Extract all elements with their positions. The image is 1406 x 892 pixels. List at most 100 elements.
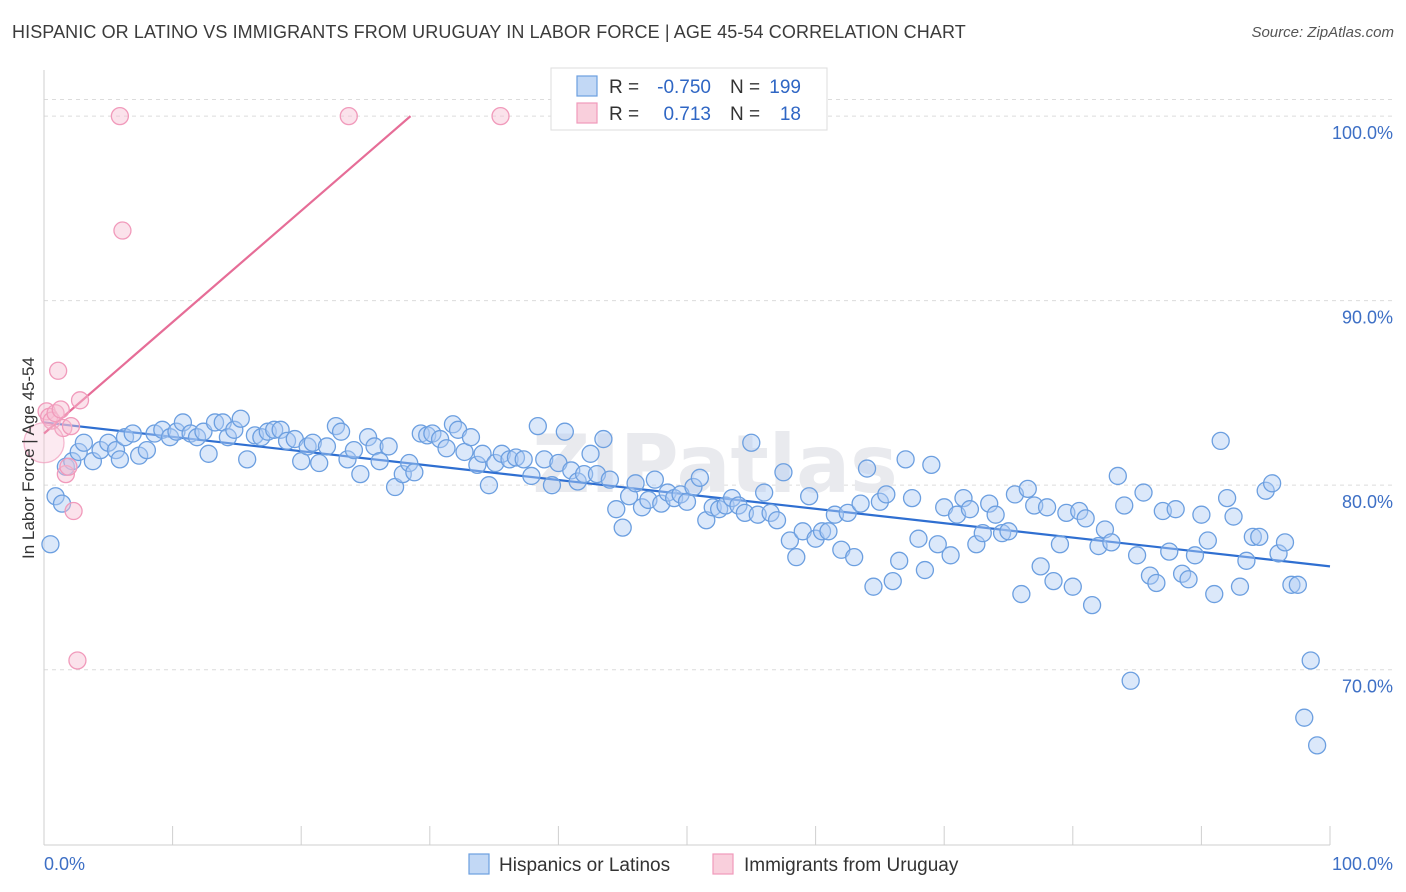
hispanic-point-169 (1140, 566, 1160, 585)
hispanic-point-30 (238, 450, 257, 469)
bottom-legend-swatch-blue (468, 853, 490, 875)
hispanic-point-73 (522, 466, 541, 486)
bottom-legend: Hispanics or Latinos Immigrants from Uru… (468, 853, 959, 876)
hispanic-point-188 (1262, 474, 1282, 493)
hispanic-point-6 (74, 433, 94, 452)
hispanic-point-119 (819, 522, 838, 541)
hispanic-point-147 (999, 522, 1018, 541)
legend-r-value-blue: -0.750 (657, 77, 711, 98)
hispanic-point-180 (1211, 431, 1230, 451)
hispanic-point-84 (594, 429, 613, 449)
y-tick-label-3: 100.0% (1332, 123, 1393, 143)
legend-n-label-pink: N = (730, 104, 760, 125)
hispanic-point-65 (468, 455, 487, 475)
uruguay-point-7 (56, 464, 76, 484)
hispanic-point-19 (167, 422, 186, 441)
hispanic-point-74 (528, 416, 547, 436)
legend-n-label-blue: N = (730, 77, 760, 98)
hispanic-point-149 (1012, 584, 1031, 604)
uruguay-point-8 (59, 457, 78, 476)
x-tick-label-0: 0.0% (44, 854, 85, 874)
x-tick-labels: 0.0% 100.0% (44, 854, 1393, 874)
hispanic-point-172 (1160, 542, 1179, 561)
hispanic-point-103 (716, 496, 735, 515)
axes (43, 70, 1331, 846)
hispanic-point-146 (992, 524, 1012, 543)
hispanic-point-55 (405, 463, 424, 482)
trend-line-uruguay (43, 115, 412, 435)
hispanic-point-175 (1179, 570, 1198, 589)
hispanic-point-183 (1230, 577, 1250, 596)
hispanic-point-11 (110, 450, 130, 469)
legend-r-label-blue: R = (609, 77, 639, 98)
hispanic-point-35 (271, 420, 290, 439)
hispanic-point-124 (851, 494, 870, 513)
hispanic-point-41 (310, 453, 329, 473)
hispanic-point-29 (231, 409, 250, 428)
hispanic-point-75 (535, 450, 554, 469)
hispanic-point-187 (1256, 481, 1275, 500)
hispanic-point-134 (915, 560, 935, 580)
hispanic-point-116 (800, 487, 819, 506)
hispanic-point-48 (358, 428, 378, 447)
hispanic-point-113 (780, 531, 800, 550)
hispanic-point-28 (225, 420, 244, 439)
uruguay-point-13 (110, 106, 130, 126)
uruguay-point-10 (64, 501, 83, 521)
hispanic-point-110 (761, 503, 780, 523)
hispanic-point-114 (787, 547, 806, 567)
hispanic-point-43 (326, 416, 346, 436)
hispanic-point-195 (1307, 736, 1327, 755)
hispanic-point-133 (909, 529, 928, 548)
hispanic-point-193 (1295, 708, 1314, 727)
legend-r-label-pink: R = (609, 104, 639, 125)
hispanic-point-53 (393, 464, 412, 484)
hispanic-point-176 (1185, 546, 1205, 565)
hispanic-point-154 (1044, 571, 1063, 591)
hispanic-point-111 (767, 511, 787, 530)
hispanic-point-132 (902, 488, 922, 508)
hispanic-point-164 (1108, 466, 1127, 486)
legend-n-value-pink: 18 (780, 104, 801, 125)
hispanic-point-145 (986, 505, 1005, 524)
hispanic-point-98 (684, 477, 703, 497)
hispanic-point-179 (1205, 584, 1224, 604)
legend-swatch-pink (576, 102, 598, 124)
hispanic-point-185 (1243, 527, 1262, 546)
hispanic-point-1 (46, 487, 65, 506)
hispanic-point-123 (845, 547, 864, 567)
hispanic-point-153 (1037, 498, 1057, 517)
hispanic-point-42 (317, 437, 337, 456)
legend-swatch-blue (576, 75, 598, 97)
hispanic-point-186 (1250, 527, 1269, 546)
uruguay-point-14 (113, 221, 132, 240)
hispanic-point-177 (1192, 505, 1211, 524)
uruguay-point-9 (61, 416, 81, 436)
hispanic-point-86 (607, 500, 626, 519)
hispanic-point-0 (41, 535, 60, 554)
hispanic-point-167 (1127, 546, 1147, 565)
hispanic-point-173 (1166, 500, 1185, 519)
hispanic-point-150 (1018, 479, 1037, 499)
hispanic-point-170 (1147, 573, 1166, 593)
source-label: Source: ZipAtlas.com (1251, 24, 1394, 41)
trend-line-hispanics (43, 421, 1331, 568)
hispanic-point-15 (137, 440, 157, 460)
hispanic-point-5 (69, 442, 88, 462)
uruguay-point-17 (23, 422, 65, 464)
hispanic-point-78 (555, 422, 574, 441)
hispanic-point-109 (755, 483, 774, 502)
hispanic-point-17 (153, 420, 172, 439)
hispanic-point-155 (1050, 535, 1070, 554)
hispanic-point-105 (729, 496, 748, 515)
hispanic-point-191 (1282, 575, 1301, 594)
y-axis-label: In Labor Force | Age 45-54 (19, 357, 38, 559)
uruguay-point-11 (68, 651, 87, 670)
hispanic-point-125 (857, 459, 877, 478)
hispanic-point-136 (928, 535, 947, 554)
hispanic-point-68 (486, 453, 505, 473)
hispanic-point-27 (218, 428, 238, 447)
hispanic-point-141 (960, 500, 980, 519)
hispanic-point-72 (514, 450, 533, 469)
